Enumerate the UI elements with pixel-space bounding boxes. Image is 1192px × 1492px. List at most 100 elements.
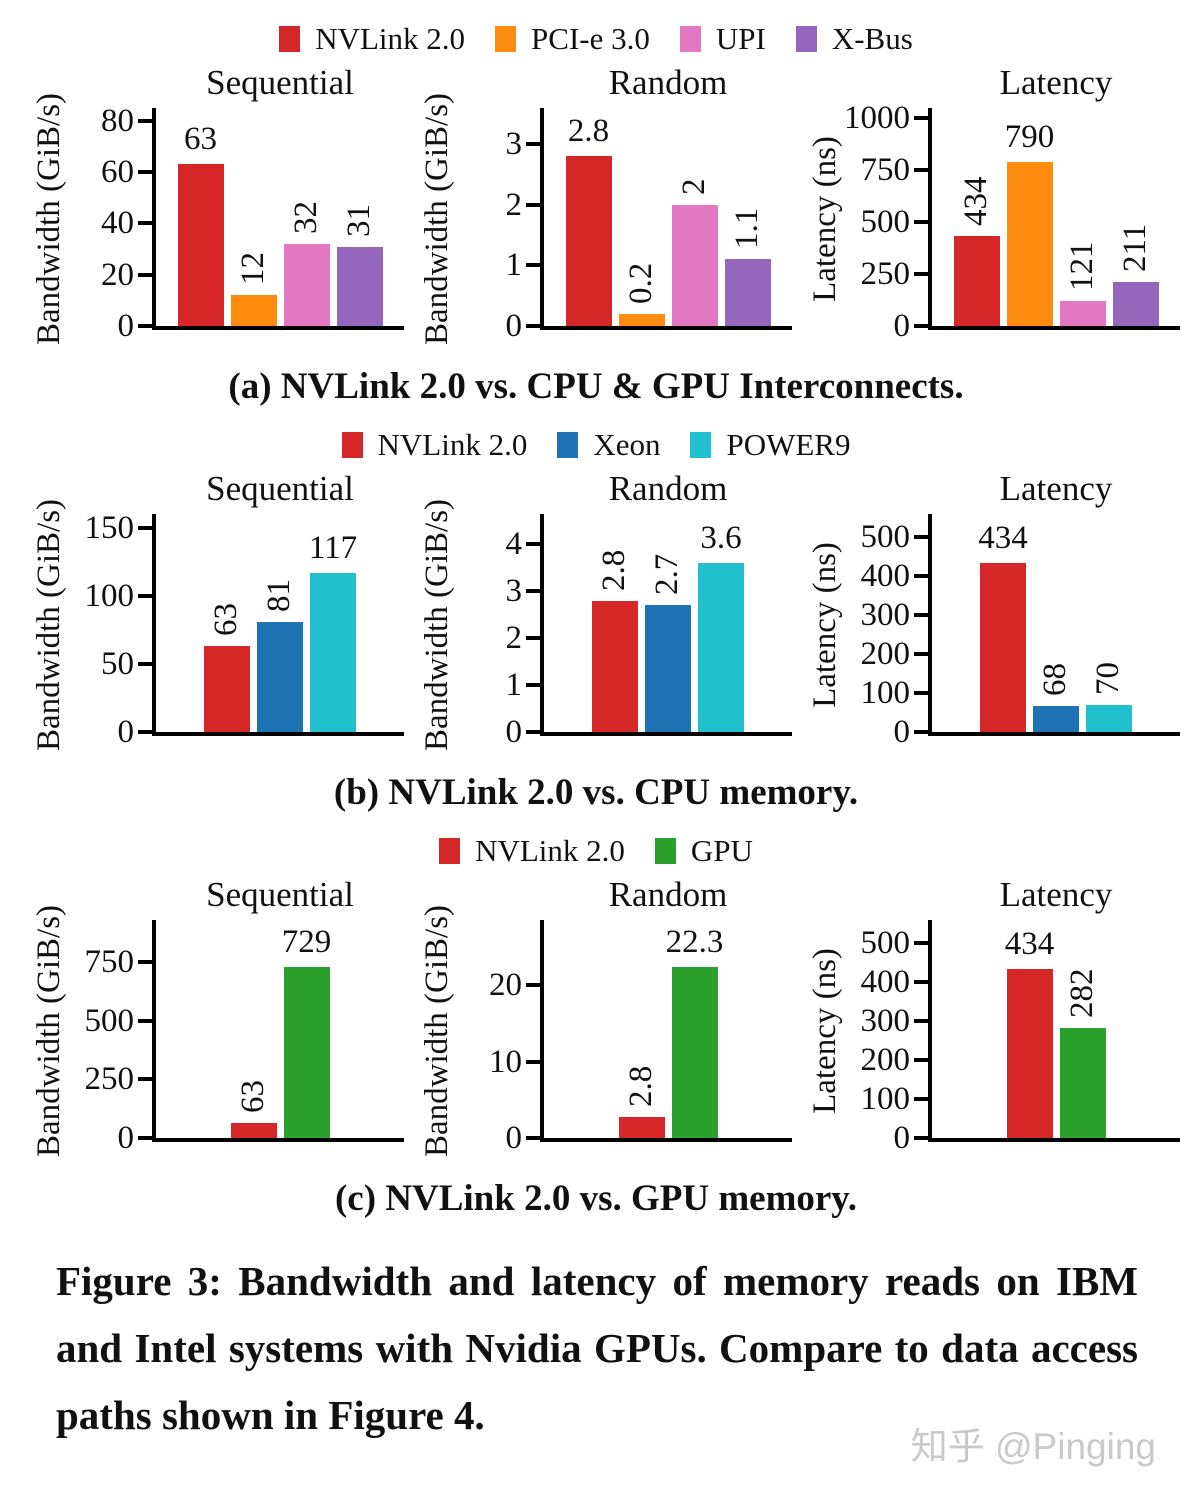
bar-value-label: 434 — [1004, 926, 1055, 963]
y-tick-mark — [526, 142, 540, 147]
bar-value-label: 63 — [184, 121, 217, 158]
y-tick-mark — [138, 221, 152, 226]
y-tick-label: 0 — [893, 1120, 911, 1156]
y-tick-label: 80 — [101, 102, 134, 139]
bar-power9 — [1086, 704, 1132, 732]
bar-value-label: 2.8 — [567, 113, 610, 150]
y-tick-label: 200 — [860, 1042, 911, 1079]
legend-label: GPU — [690, 833, 753, 868]
bar-nvlink-2-0 — [953, 235, 1000, 326]
bar-nvlink-2-0 — [230, 1123, 277, 1138]
chart-b-latency: Latency Latency (ns) 0 100 200 300 400 500 434 68… — [804, 469, 1184, 750]
y-tick-label: 750 — [860, 152, 911, 189]
y-tick-label: 400 — [860, 558, 911, 595]
legend-label: Xeon — [593, 427, 661, 462]
legend-label: PCI-e 3.0 — [531, 21, 650, 56]
legend-item-nvlink-2-0: NVLink 2.0 — [439, 832, 625, 870]
bar-nvlink-2-0 — [565, 156, 612, 326]
bar-value-label: 117 — [308, 529, 358, 566]
y-tick-mark — [138, 118, 152, 123]
y-tick-mark — [914, 1097, 928, 1102]
bar-nvlink-2-0 — [980, 563, 1026, 732]
y-tick-mark — [526, 202, 540, 207]
chart-title: Sequential — [206, 469, 354, 508]
plot-area: 63 12 32 31 — [152, 108, 404, 330]
legend-item-nvlink-2-0: NVLink 2.0 — [341, 426, 527, 464]
y-tick-label: 400 — [860, 964, 911, 1001]
y-tick-label: 250 — [84, 1061, 135, 1098]
legend-swatch-nvlink-2-0 — [439, 838, 461, 864]
chart-area: Bandwidth (GiB/s) 0 20 40 60 80 63 12 32 31 — [28, 93, 408, 345]
legend-swatch-power9 — [690, 432, 712, 458]
y-tick-mark — [914, 220, 928, 225]
y-tick-mark — [138, 1077, 152, 1082]
y-tick-label: 100 — [860, 1081, 911, 1118]
chart-area: Bandwidth (GiB/s) 0 1 2 3 4 2.8 2.7 3.6 — [416, 499, 796, 751]
legend-swatch-nvlink-2-0 — [279, 26, 301, 52]
bar-value-label: 31 — [340, 203, 377, 237]
legend-label: POWER9 — [726, 427, 851, 462]
legend-swatch-x-bus — [795, 26, 817, 52]
y-tick-mark — [138, 960, 152, 965]
chart-title: Latency — [999, 469, 1113, 508]
bar-upi — [283, 243, 330, 326]
y-tick-mark — [138, 593, 152, 598]
y-tick-label: 0 — [505, 714, 523, 750]
bar-value-label: 63 — [234, 1080, 271, 1114]
chart-title: Random — [608, 63, 728, 102]
y-tick-label: 200 — [860, 636, 911, 673]
plot-area: 434 68 70 — [928, 514, 1180, 736]
figure-caption: Figure 3: Bandwidth and latency of memor… — [56, 1258, 1138, 1438]
y-tick-mark — [138, 272, 152, 277]
charts-row-c: Sequential Bandwidth (GiB/s) 0 250 500 750 63 7… — [0, 875, 1192, 1157]
legend-item-upi: UPI — [679, 20, 766, 58]
legend-item-power9: POWER9 — [690, 426, 850, 464]
bar-value-label: 3.6 — [700, 520, 742, 557]
y-tick-label: 20 — [101, 256, 134, 293]
y-tick-label: 0 — [505, 1120, 523, 1156]
y-tick-label: 20 — [489, 967, 522, 1004]
chart-area: Bandwidth (GiB/s) 0 250 500 750 63 729 — [28, 905, 408, 1157]
panels-container: NVLink 2.0 PCI-e 3.0 UPI X-Bus Sequential Ban… — [0, 20, 1192, 1222]
y-tick-mark — [526, 1136, 540, 1140]
plot-area: 434 790 121 211 — [928, 108, 1180, 330]
y-tick-mark — [914, 272, 928, 277]
panel-caption-c: (c) NVLink 2.0 vs. GPU memory. — [334, 1178, 858, 1219]
bar-value-label: 12 — [234, 252, 271, 286]
y-tick-label: 0 — [893, 308, 911, 344]
chart-title: Latency — [999, 875, 1113, 914]
y-tick-mark — [138, 170, 152, 175]
chart-area: Latency (ns) 0 100 200 300 400 500 434 68 70 — [804, 514, 1184, 750]
legend-item-nvlink-2-0: NVLink 2.0 — [279, 20, 465, 58]
bar-xeon — [645, 605, 691, 732]
y-tick-mark — [914, 574, 928, 579]
bar-pci-e-3-0 — [618, 313, 665, 326]
y-tick-label: 10 — [489, 1043, 522, 1080]
y-tick-mark — [526, 683, 540, 688]
y-tick-label: 1 — [505, 667, 523, 704]
y-tick-mark — [914, 1019, 928, 1024]
bar-power9 — [698, 563, 744, 732]
bar-value-label: 211 — [1116, 223, 1153, 273]
y-tick-mark — [914, 613, 928, 618]
bar-gpu — [1059, 1028, 1106, 1138]
y-tick-mark — [526, 636, 540, 641]
legend-swatch-pci-e-3-0 — [495, 26, 517, 52]
legend-item-pci-e-3-0: PCI-e 3.0 — [495, 20, 650, 58]
charts-row-a: Sequential Bandwidth (GiB/s) 0 20 40 60 80 63 12… — [0, 63, 1192, 345]
y-tick-label: 300 — [860, 1003, 911, 1040]
bar-x-bus — [1112, 282, 1159, 326]
bar-value-label: 81 — [261, 578, 297, 612]
chart-title: Sequential — [206, 63, 354, 102]
panel-c: NVLink 2.0 GPU Sequential Bandwidth (GiB/s)… — [0, 832, 1192, 1222]
legend-label: NVLink 2.0 — [315, 21, 466, 56]
y-tick-mark — [914, 691, 928, 696]
y-tick-label: 2 — [505, 620, 523, 657]
plot-area: 63 729 — [152, 920, 404, 1142]
legend-label: UPI — [715, 21, 766, 56]
bar-value-label: 0.2 — [622, 262, 659, 304]
chart-b-sequential: Sequential Bandwidth (GiB/s) 0 50 100 150 63 81… — [28, 469, 408, 751]
y-tick-label: 50 — [101, 645, 134, 682]
y-tick-mark — [914, 168, 928, 173]
plot-area: 2.8 22.3 — [540, 920, 792, 1142]
